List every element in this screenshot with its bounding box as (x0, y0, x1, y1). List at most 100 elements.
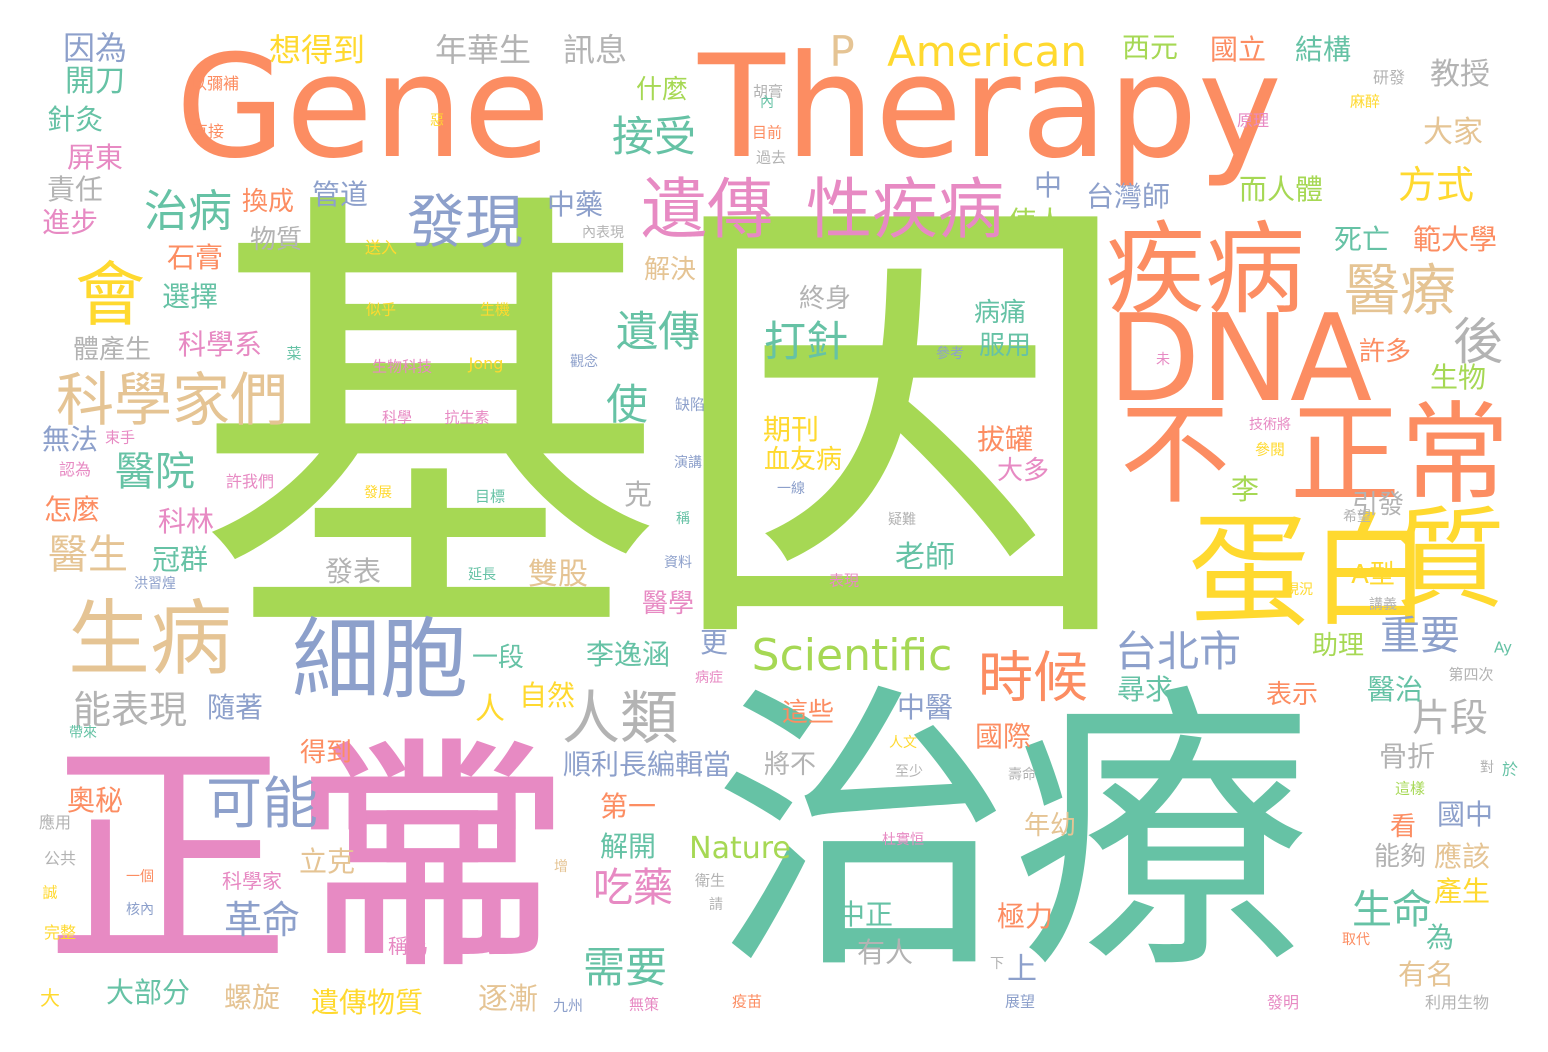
cloud-word: 大 (40, 986, 60, 1010)
cloud-word: 物質 (249, 225, 303, 255)
cloud-word: 壽命 (1008, 767, 1036, 783)
cloud-word: 片段 (1411, 696, 1489, 740)
cloud-word: 杜實恒 (882, 832, 924, 848)
cloud-word: 遺傳 (615, 307, 701, 356)
cloud-word: 完整 (43, 923, 77, 942)
cloud-word: 惡 (430, 113, 444, 129)
cloud-word: 尋求 (1116, 673, 1174, 706)
cloud-word: 隨著 (206, 691, 264, 724)
cloud-word: 石膏 (166, 241, 224, 274)
cloud-word: 李 (1230, 473, 1260, 506)
cloud-word: 使人 (1007, 205, 1065, 238)
cloud-word: 利用生物 (1424, 993, 1490, 1012)
cloud-word: 重要 (1380, 613, 1460, 659)
cloud-word: Scientific (751, 630, 953, 681)
cloud-word: 方式 (1397, 163, 1475, 207)
cloud-word: 國立 (1209, 33, 1267, 66)
cloud-word: 教授 (1430, 57, 1490, 92)
cloud-word: 為 (1425, 921, 1455, 954)
cloud-word: 中正 (836, 898, 894, 931)
cloud-word: 想得到 (268, 31, 366, 69)
cloud-word: 吃藥 (593, 865, 673, 911)
cloud-word: 性疾病 (806, 171, 1004, 248)
cloud-word: 年幼 (1023, 811, 1077, 841)
cloud-word: 什麼 (635, 75, 689, 105)
cloud-word: Jong (468, 354, 504, 373)
cloud-word: 拔罐 (976, 423, 1034, 456)
cloud-word: 不 (1120, 391, 1230, 519)
cloud-word: 範大學 (1412, 223, 1498, 256)
cloud-word: 結構 (1294, 33, 1352, 66)
cloud-word: 正常 (1290, 391, 1510, 519)
cloud-word: 雙股 (528, 557, 588, 592)
cloud-word: 研發 (1372, 68, 1406, 87)
cloud-word: 中 (1033, 169, 1063, 202)
cloud-word: 醫生 (48, 532, 128, 578)
cloud-word: 第一 (599, 790, 657, 823)
cloud-word: DNA (1107, 290, 1373, 429)
cloud-word: 未 (1156, 352, 1170, 368)
cloud-word: 將不 (763, 750, 817, 780)
cloud-word: 內 (760, 95, 774, 111)
cloud-word: 對 (1480, 760, 1494, 776)
cloud-word: 下 (990, 956, 1004, 972)
cloud-word: 內表現 (582, 225, 624, 241)
cloud-word: 許多 (1358, 337, 1412, 367)
cloud-word: 直接 (191, 122, 225, 141)
cloud-word: 體產生 (72, 335, 152, 365)
cloud-word: 這樣 (1394, 779, 1426, 798)
cloud-word: 希望 (1343, 509, 1371, 525)
cloud-word: 稱 (676, 511, 690, 527)
cloud-word: 革命 (223, 898, 301, 942)
cloud-word: 生物科技 (371, 357, 433, 376)
cloud-word: 科林 (157, 505, 215, 538)
cloud-word: 台北市 (1114, 627, 1242, 676)
cloud-word: 助理 (1311, 631, 1365, 661)
cloud-word: 國中 (1436, 798, 1494, 831)
cloud-word: 觀念 (570, 354, 598, 370)
cloud-word: 一個 (126, 869, 154, 885)
cloud-word: 骨折 (1378, 740, 1436, 773)
cloud-word: 年華生 (434, 31, 532, 69)
cloud-word: 發展 (364, 485, 392, 501)
cloud-word: 缺陷 (674, 395, 706, 414)
cloud-word: 治療 (712, 660, 1312, 1009)
cloud-word: 束手 (104, 428, 136, 447)
cloud-word: 使 (605, 380, 649, 429)
cloud-word: 參閱 (1254, 440, 1286, 459)
cloud-word: 洪習煌 (134, 576, 176, 592)
cloud-word: 換成 (241, 187, 295, 217)
cloud-word: 應用 (38, 813, 72, 832)
cloud-word: 接受 (611, 112, 697, 161)
cloud-word: Nature (689, 831, 791, 866)
cloud-word: 於 (1501, 760, 1519, 779)
cloud-word: 目標 (474, 487, 506, 506)
cloud-word: 目前 (751, 123, 783, 142)
cloud-word: 第四次 (1448, 665, 1494, 684)
cloud-word: 發現 (406, 188, 524, 256)
cloud-word: 冠群 (151, 543, 209, 576)
cloud-word: 資料 (664, 555, 692, 571)
cloud-word: 送入 (364, 238, 398, 257)
cloud-word: 醫療 (1344, 259, 1456, 324)
cloud-word: 稱為 (388, 934, 428, 958)
cloud-word: 而人體 (1238, 173, 1324, 206)
cloud-word: 科學 (381, 408, 413, 427)
cloud-word: 許我們 (225, 472, 275, 491)
cloud-word: 李逸涵 (585, 638, 671, 671)
cloud-word: 大多 (996, 456, 1050, 486)
cloud-word: American (887, 27, 1087, 76)
cloud-word: 疫苗 (731, 992, 763, 1011)
cloud-word: Gene (175, 25, 551, 190)
cloud-word: 得到 (299, 738, 353, 768)
cloud-word: 打針 (763, 317, 849, 366)
cloud-word: P (829, 27, 855, 76)
cloud-word: 奧秘 (66, 784, 124, 817)
cloud-word: 一段 (471, 643, 525, 673)
cloud-word: 能表現 (72, 688, 188, 732)
cloud-word: 請 (709, 897, 723, 913)
cloud-word: 逐漸 (478, 982, 538, 1017)
cloud-word: 中藥 (546, 188, 604, 221)
cloud-word: 菜 (286, 344, 302, 363)
cloud-word: 增 (554, 859, 568, 875)
